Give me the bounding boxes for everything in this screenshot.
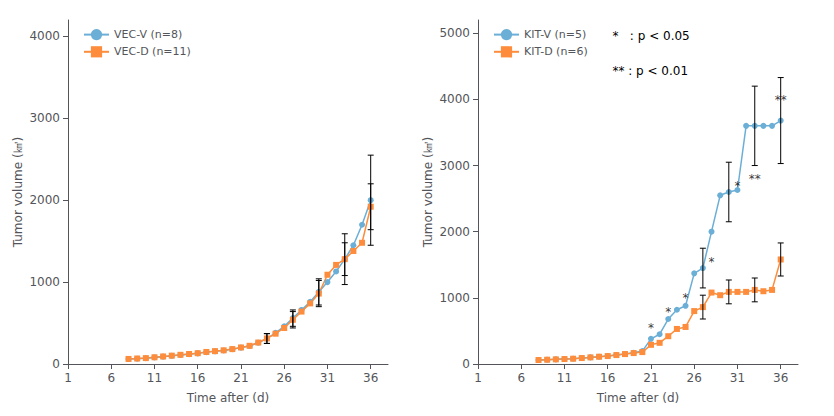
svg-text:VEC-V (n=8): VEC-V (n=8) [114, 28, 182, 41]
svg-text:*: * [665, 305, 671, 319]
svg-text:21: 21 [233, 371, 248, 385]
svg-text:Tumor volume (㎦): Tumor volume (㎦) [11, 137, 25, 249]
svg-text:21: 21 [643, 371, 658, 385]
svg-text:6: 6 [107, 371, 115, 385]
svg-text:*: * [648, 321, 654, 335]
svg-text:31: 31 [320, 371, 335, 385]
svg-text:2000: 2000 [439, 225, 470, 239]
svg-text:4000: 4000 [439, 92, 470, 106]
svg-text:3000: 3000 [29, 111, 60, 125]
svg-text:1000: 1000 [439, 291, 470, 305]
svg-text:*: * [734, 179, 740, 193]
svg-text:6: 6 [517, 371, 525, 385]
svg-text:16: 16 [190, 371, 205, 385]
svg-text:1: 1 [474, 371, 482, 385]
svg-text:** : p < 0.01: ** : p < 0.01 [612, 64, 688, 78]
svg-text:26: 26 [687, 371, 702, 385]
svg-text:Time after (d): Time after (d) [596, 391, 679, 405]
svg-text:3000: 3000 [439, 159, 470, 173]
svg-text:0: 0 [462, 357, 470, 371]
svg-text:11: 11 [557, 371, 572, 385]
svg-text:KIT-D (n=6): KIT-D (n=6) [524, 45, 588, 58]
svg-text:26: 26 [277, 371, 292, 385]
svg-text:36: 36 [363, 371, 378, 385]
svg-text:VEC-D (n=11): VEC-D (n=11) [114, 45, 191, 58]
svg-text:*: * [683, 291, 689, 305]
svg-text:11: 11 [147, 371, 162, 385]
svg-text:Tumor volume (㎦): Tumor volume (㎦) [421, 137, 435, 249]
svg-text:**: ** [749, 172, 761, 186]
svg-text:*: * [709, 255, 715, 269]
svg-text:0: 0 [52, 357, 60, 371]
svg-text:* : p < 0.05: * : p < 0.05 [612, 29, 689, 43]
svg-text:31: 31 [730, 371, 745, 385]
svg-text:1: 1 [64, 371, 72, 385]
svg-text:KIT-V (n=5): KIT-V (n=5) [524, 28, 586, 41]
svg-text:4000: 4000 [29, 29, 60, 43]
svg-text:1000: 1000 [29, 275, 60, 289]
svg-text:36: 36 [773, 371, 788, 385]
svg-text:Time after (d): Time after (d) [186, 391, 269, 405]
svg-text:**: ** [775, 93, 787, 107]
svg-text:5000: 5000 [439, 26, 470, 40]
svg-text:16: 16 [600, 371, 615, 385]
svg-text:2000: 2000 [29, 193, 60, 207]
